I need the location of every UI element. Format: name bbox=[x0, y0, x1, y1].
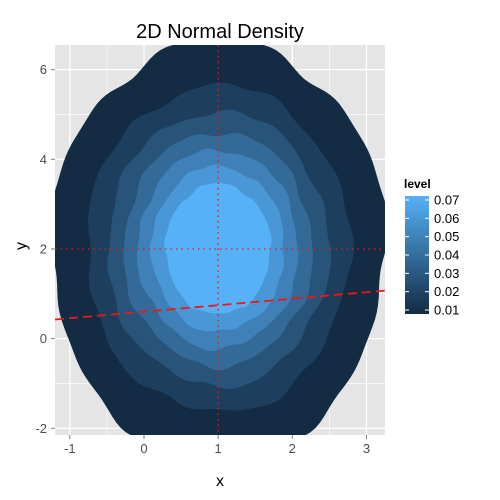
legend-label: 0.03 bbox=[434, 266, 459, 281]
x-tick-label: 1 bbox=[215, 441, 222, 456]
legend-entries: 0.07 0.06 0.05 0.04 0.03 0.02 0.01 bbox=[405, 193, 459, 318]
legend-label: 0.01 bbox=[434, 303, 459, 318]
x-axis-label: x bbox=[216, 473, 224, 490]
axis-ticks: -1 0 1 2 3 -2 0 2 4 6 bbox=[35, 62, 370, 456]
reference-lines bbox=[55, 45, 385, 435]
x-tick-label: 3 bbox=[363, 441, 370, 456]
x-tick-label: -1 bbox=[64, 441, 76, 456]
legend-label: 0.07 bbox=[434, 193, 459, 208]
y-axis-label: y bbox=[13, 242, 30, 250]
x-tick-label: 2 bbox=[289, 441, 296, 456]
y-tick-label: 0 bbox=[40, 331, 47, 346]
legend-label: 0.05 bbox=[434, 229, 459, 244]
legend-label: 0.04 bbox=[434, 248, 459, 263]
legend: level 0.07 0.06 0.05 0.04 0.03 0.02 0.01 bbox=[404, 177, 459, 318]
y-tick-label: -2 bbox=[35, 421, 47, 436]
x-tick-label: 0 bbox=[140, 441, 147, 456]
y-tick-label: 2 bbox=[40, 241, 47, 256]
contour-band-level-0.07 bbox=[164, 182, 272, 314]
legend-title: level bbox=[404, 177, 431, 191]
y-tick-label: 6 bbox=[40, 62, 47, 77]
chart-title: 2D Normal Density bbox=[136, 21, 304, 43]
y-tick-label: 4 bbox=[40, 152, 47, 167]
legend-label: 0.06 bbox=[434, 211, 459, 226]
density-contours bbox=[55, 45, 385, 435]
legend-label: 0.02 bbox=[434, 284, 459, 299]
